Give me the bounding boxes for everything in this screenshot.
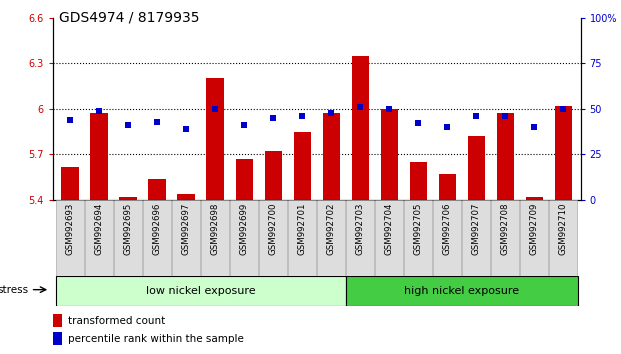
FancyBboxPatch shape xyxy=(491,200,519,276)
FancyBboxPatch shape xyxy=(375,200,404,276)
FancyBboxPatch shape xyxy=(85,200,114,276)
FancyBboxPatch shape xyxy=(404,200,432,276)
Bar xyxy=(438,174,456,200)
Point xyxy=(501,113,510,119)
Point xyxy=(94,108,104,114)
Text: GDS4974 / 8179935: GDS4974 / 8179935 xyxy=(59,11,199,25)
Text: transformed count: transformed count xyxy=(68,316,165,326)
Bar xyxy=(497,113,514,200)
Text: GSM992704: GSM992704 xyxy=(385,202,394,255)
Bar xyxy=(148,179,166,200)
Text: stress: stress xyxy=(0,285,29,295)
Text: GSM992709: GSM992709 xyxy=(530,202,539,255)
Bar xyxy=(409,162,427,200)
Point xyxy=(413,121,423,126)
Text: GSM992703: GSM992703 xyxy=(356,202,365,255)
Text: high nickel exposure: high nickel exposure xyxy=(404,286,519,296)
FancyBboxPatch shape xyxy=(520,200,548,276)
Point xyxy=(211,106,220,112)
Bar xyxy=(178,194,195,200)
Bar xyxy=(235,159,253,200)
Bar xyxy=(91,113,108,200)
Point xyxy=(123,122,133,128)
Text: GSM992710: GSM992710 xyxy=(559,202,568,255)
FancyBboxPatch shape xyxy=(230,200,258,276)
Text: low nickel exposure: low nickel exposure xyxy=(146,286,255,296)
Bar xyxy=(468,136,485,200)
Text: GSM992697: GSM992697 xyxy=(182,202,191,255)
Point xyxy=(558,106,568,112)
Bar xyxy=(351,56,369,200)
Text: GSM992701: GSM992701 xyxy=(297,202,307,255)
Point xyxy=(152,119,162,125)
Point xyxy=(181,126,191,132)
FancyBboxPatch shape xyxy=(56,200,84,276)
Point xyxy=(239,122,249,128)
Bar xyxy=(294,132,311,200)
Text: GSM992705: GSM992705 xyxy=(414,202,423,255)
Text: GSM992700: GSM992700 xyxy=(269,202,278,255)
Bar xyxy=(265,152,282,200)
FancyBboxPatch shape xyxy=(346,200,374,276)
Text: GSM992707: GSM992707 xyxy=(472,202,481,255)
FancyBboxPatch shape xyxy=(143,200,171,276)
Text: GSM992694: GSM992694 xyxy=(94,202,104,255)
Bar xyxy=(53,332,62,345)
Text: GSM992699: GSM992699 xyxy=(240,202,248,255)
Text: GSM992708: GSM992708 xyxy=(501,202,510,255)
FancyBboxPatch shape xyxy=(56,276,346,306)
FancyBboxPatch shape xyxy=(259,200,288,276)
FancyBboxPatch shape xyxy=(201,200,229,276)
Point xyxy=(355,104,365,110)
Point xyxy=(384,106,394,112)
Point xyxy=(529,124,539,130)
Point xyxy=(326,110,336,115)
Bar xyxy=(207,79,224,200)
FancyBboxPatch shape xyxy=(549,200,578,276)
Bar xyxy=(322,113,340,200)
Text: GSM992693: GSM992693 xyxy=(66,202,75,255)
Text: GSM992698: GSM992698 xyxy=(211,202,220,255)
Point xyxy=(65,117,75,122)
Point xyxy=(297,113,307,119)
Bar xyxy=(119,197,137,200)
Point xyxy=(471,113,481,119)
FancyBboxPatch shape xyxy=(172,200,201,276)
Text: GSM992695: GSM992695 xyxy=(124,202,133,255)
FancyBboxPatch shape xyxy=(433,200,461,276)
FancyBboxPatch shape xyxy=(114,200,142,276)
Text: percentile rank within the sample: percentile rank within the sample xyxy=(68,334,243,344)
Bar xyxy=(53,314,62,327)
Bar xyxy=(525,197,543,200)
FancyBboxPatch shape xyxy=(288,200,317,276)
FancyBboxPatch shape xyxy=(317,200,345,276)
Text: GSM992702: GSM992702 xyxy=(327,202,336,255)
FancyBboxPatch shape xyxy=(346,276,578,306)
Bar xyxy=(555,106,572,200)
FancyBboxPatch shape xyxy=(462,200,491,276)
Point xyxy=(268,115,278,121)
Text: GSM992696: GSM992696 xyxy=(153,202,161,255)
Text: GSM992706: GSM992706 xyxy=(443,202,451,255)
Point xyxy=(442,124,452,130)
Bar xyxy=(61,167,79,200)
Bar xyxy=(381,109,398,200)
